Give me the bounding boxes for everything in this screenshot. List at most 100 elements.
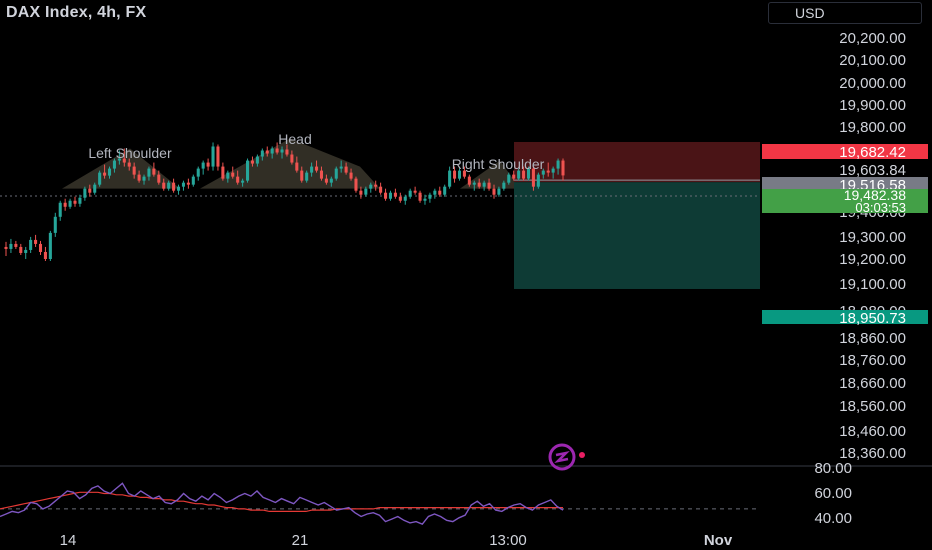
candle[interactable] bbox=[329, 176, 333, 187]
candle[interactable] bbox=[487, 178, 491, 191]
candle[interactable] bbox=[107, 166, 112, 179]
candle[interactable] bbox=[541, 168, 545, 179]
candle[interactable] bbox=[48, 230, 52, 262]
candle[interactable] bbox=[408, 188, 412, 199]
candle[interactable] bbox=[280, 146, 284, 159]
candle[interactable] bbox=[9, 238, 13, 253]
candle[interactable] bbox=[448, 166, 452, 189]
candle[interactable] bbox=[83, 186, 87, 201]
candle[interactable] bbox=[172, 178, 176, 193]
candle[interactable] bbox=[181, 180, 185, 191]
candle[interactable] bbox=[162, 178, 166, 191]
candle[interactable] bbox=[349, 168, 353, 181]
candle[interactable] bbox=[186, 178, 190, 189]
candle[interactable] bbox=[43, 246, 47, 262]
candle[interactable] bbox=[522, 166, 526, 181]
candle[interactable] bbox=[536, 172, 540, 189]
candle[interactable] bbox=[255, 154, 259, 167]
candle[interactable] bbox=[418, 190, 422, 203]
candle[interactable] bbox=[19, 243, 23, 255]
candle[interactable] bbox=[201, 160, 205, 175]
candle[interactable] bbox=[63, 198, 67, 211]
candle[interactable] bbox=[315, 160, 319, 173]
candle[interactable] bbox=[423, 194, 427, 205]
candle[interactable] bbox=[226, 170, 230, 183]
candle[interactable] bbox=[73, 196, 77, 207]
candle[interactable] bbox=[384, 188, 388, 201]
candle[interactable] bbox=[388, 190, 393, 201]
candle[interactable] bbox=[206, 158, 210, 171]
candle[interactable] bbox=[112, 158, 116, 173]
candle[interactable] bbox=[152, 162, 156, 177]
candle[interactable] bbox=[526, 166, 531, 181]
candle[interactable] bbox=[393, 188, 397, 199]
candle[interactable] bbox=[374, 180, 378, 191]
currency-selector[interactable]: USD bbox=[768, 2, 922, 24]
candle[interactable] bbox=[241, 178, 245, 187]
candle[interactable] bbox=[98, 170, 102, 187]
candle[interactable] bbox=[344, 162, 348, 175]
candle[interactable] bbox=[137, 170, 141, 183]
candle[interactable] bbox=[191, 174, 195, 187]
head-and-shoulders-pattern[interactable] bbox=[62, 138, 520, 189]
candle[interactable] bbox=[231, 166, 235, 179]
candle[interactable] bbox=[379, 182, 383, 195]
candle[interactable] bbox=[216, 144, 220, 171]
candle[interactable] bbox=[561, 158, 565, 181]
candle[interactable] bbox=[364, 186, 368, 197]
candle[interactable] bbox=[88, 184, 92, 197]
candle[interactable] bbox=[502, 180, 506, 191]
candle[interactable] bbox=[403, 194, 407, 205]
candle[interactable] bbox=[413, 186, 417, 195]
candle[interactable] bbox=[428, 192, 432, 203]
candle[interactable] bbox=[14, 240, 18, 249]
candle[interactable] bbox=[285, 144, 289, 157]
candle[interactable] bbox=[551, 166, 555, 179]
candle[interactable] bbox=[58, 200, 62, 221]
candle[interactable] bbox=[132, 162, 136, 179]
candle[interactable] bbox=[275, 142, 279, 155]
candle[interactable] bbox=[78, 194, 82, 207]
candle[interactable] bbox=[236, 170, 240, 185]
candle[interactable] bbox=[433, 188, 437, 199]
candle[interactable] bbox=[310, 162, 314, 177]
candle[interactable] bbox=[4, 241, 8, 256]
candle[interactable] bbox=[196, 166, 200, 181]
candle[interactable] bbox=[24, 246, 28, 259]
candle[interactable] bbox=[531, 166, 535, 191]
candle[interactable] bbox=[29, 236, 33, 253]
candle[interactable] bbox=[507, 172, 511, 185]
candle[interactable] bbox=[334, 166, 338, 181]
candle[interactable] bbox=[359, 186, 363, 199]
candle[interactable] bbox=[339, 160, 343, 173]
candle[interactable] bbox=[103, 164, 107, 179]
candle[interactable] bbox=[93, 182, 97, 195]
candle[interactable] bbox=[472, 180, 476, 191]
candle[interactable] bbox=[68, 198, 72, 209]
candle[interactable] bbox=[147, 166, 151, 181]
candle[interactable] bbox=[462, 166, 466, 179]
candle[interactable] bbox=[443, 184, 447, 197]
candle[interactable] bbox=[270, 146, 274, 159]
candle[interactable] bbox=[492, 184, 496, 199]
candle[interactable] bbox=[517, 168, 521, 181]
candle[interactable] bbox=[482, 180, 486, 191]
candle[interactable] bbox=[127, 158, 131, 171]
stop-loss-zone[interactable] bbox=[514, 141, 760, 183]
rsi-line[interactable] bbox=[0, 482, 564, 526]
candle[interactable] bbox=[497, 186, 501, 197]
candle[interactable] bbox=[319, 166, 323, 181]
candle[interactable] bbox=[369, 182, 373, 193]
candle[interactable] bbox=[546, 162, 550, 177]
rsi-pane[interactable]: 80.00 60.00 40.00 bbox=[0, 460, 852, 527]
candle[interactable] bbox=[300, 166, 304, 183]
candle[interactable] bbox=[176, 184, 181, 195]
candle[interactable] bbox=[211, 142, 215, 171]
candle[interactable] bbox=[453, 166, 457, 183]
candle[interactable] bbox=[305, 170, 309, 183]
candle[interactable] bbox=[354, 176, 358, 193]
candle[interactable] bbox=[556, 158, 560, 175]
candle[interactable] bbox=[398, 192, 402, 203]
candle[interactable] bbox=[324, 174, 328, 185]
